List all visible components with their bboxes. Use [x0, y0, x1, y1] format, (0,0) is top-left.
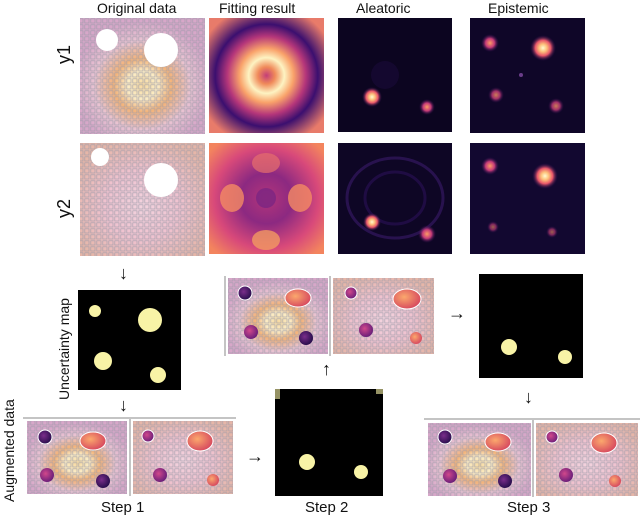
col-header-aleatoric: Aleatoric — [356, 0, 411, 16]
panel-aleatoric-y1 — [338, 18, 452, 132]
panel-step2-map — [275, 389, 383, 496]
arrow-down-3: ↓ — [524, 387, 533, 407]
panel-mid-b — [333, 278, 434, 354]
panel-epistemic-y1 — [470, 18, 585, 133]
panel-step3-map — [479, 274, 583, 378]
row-label-y2: y2 — [54, 198, 74, 218]
panel-fit-y2 — [209, 143, 324, 254]
row-label-y1: y1 — [54, 44, 74, 64]
panel-step3-b — [536, 423, 638, 496]
panel-fit-y1 — [209, 18, 324, 133]
augmented-data-label: Augmented data — [1, 399, 17, 502]
panel-original-y2 — [80, 143, 205, 256]
col-header-epistemic: Epistemic — [488, 0, 549, 16]
arrow-right-1: → — [246, 446, 264, 466]
panel-original-y1 — [80, 18, 205, 134]
panel-uncertainty-map — [78, 290, 181, 390]
step3-label: Step 3 — [507, 499, 551, 516]
step1-label: Step 1 — [101, 499, 145, 516]
col-header-fitting: Fitting result — [219, 0, 296, 16]
panel-mid-a — [228, 278, 328, 354]
arrow-down-2: ↓ — [119, 395, 128, 415]
panel-step1-a — [27, 421, 127, 494]
arrow-down-1: ↓ — [119, 263, 128, 283]
panel-step3-a — [428, 423, 531, 496]
arrow-right-2: → — [448, 303, 466, 323]
panel-step1-b — [133, 421, 233, 494]
col-header-original: Original data — [97, 0, 177, 16]
arrow-up-1: ↑ — [322, 359, 331, 379]
panel-epistemic-y2 — [470, 143, 585, 254]
uncertainty-map-label: Uncertainty map — [56, 298, 72, 400]
step2-label: Step 2 — [305, 499, 349, 516]
panel-aleatoric-y2 — [338, 143, 452, 254]
